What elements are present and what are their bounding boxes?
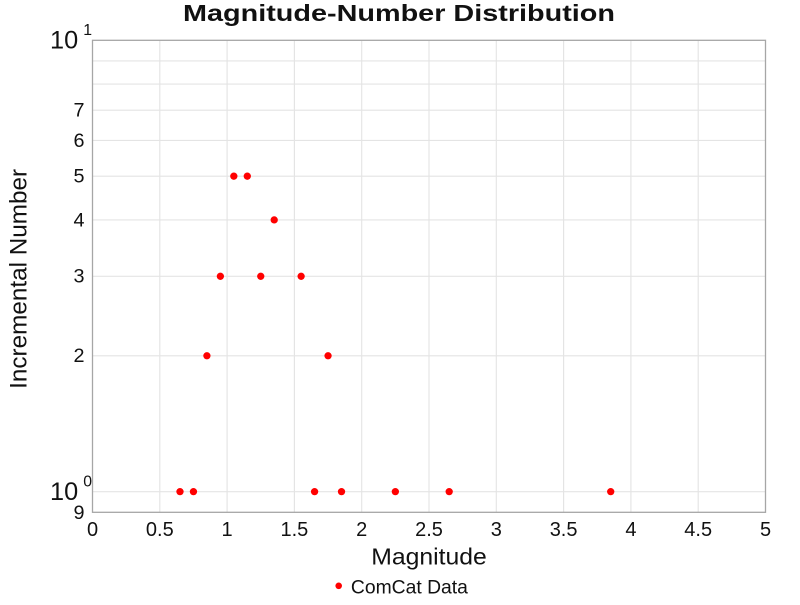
svg-text:3.5: 3.5: [550, 519, 578, 541]
svg-text:10: 10: [50, 478, 78, 506]
svg-text:0: 0: [87, 519, 98, 541]
svg-text:4.5: 4.5: [684, 519, 712, 541]
svg-text:2: 2: [356, 519, 367, 541]
svg-text:Incremental Number: Incremental Number: [5, 169, 32, 389]
svg-text:4: 4: [73, 209, 84, 231]
svg-text:3: 3: [73, 266, 84, 288]
svg-text:1: 1: [222, 519, 233, 541]
svg-text:Magnitude: Magnitude: [371, 544, 487, 570]
svg-text:ComCat Data: ComCat Data: [351, 577, 468, 598]
svg-text:2.5: 2.5: [415, 519, 443, 541]
svg-text:0: 0: [83, 474, 92, 491]
svg-text:9: 9: [73, 502, 84, 524]
svg-text:1.5: 1.5: [280, 519, 308, 541]
svg-text:2: 2: [73, 345, 84, 367]
svg-text:5: 5: [73, 166, 84, 188]
svg-text:0.5: 0.5: [146, 519, 174, 541]
svg-text:5: 5: [760, 519, 771, 541]
svg-text:10: 10: [50, 26, 78, 54]
svg-text:6: 6: [73, 130, 84, 152]
svg-text:3: 3: [491, 519, 502, 541]
svg-text:1: 1: [83, 22, 92, 39]
svg-text:7: 7: [73, 100, 84, 122]
svg-text:4: 4: [625, 519, 636, 541]
svg-text:Magnitude-Number Distribution: Magnitude-Number Distribution: [183, 0, 615, 26]
